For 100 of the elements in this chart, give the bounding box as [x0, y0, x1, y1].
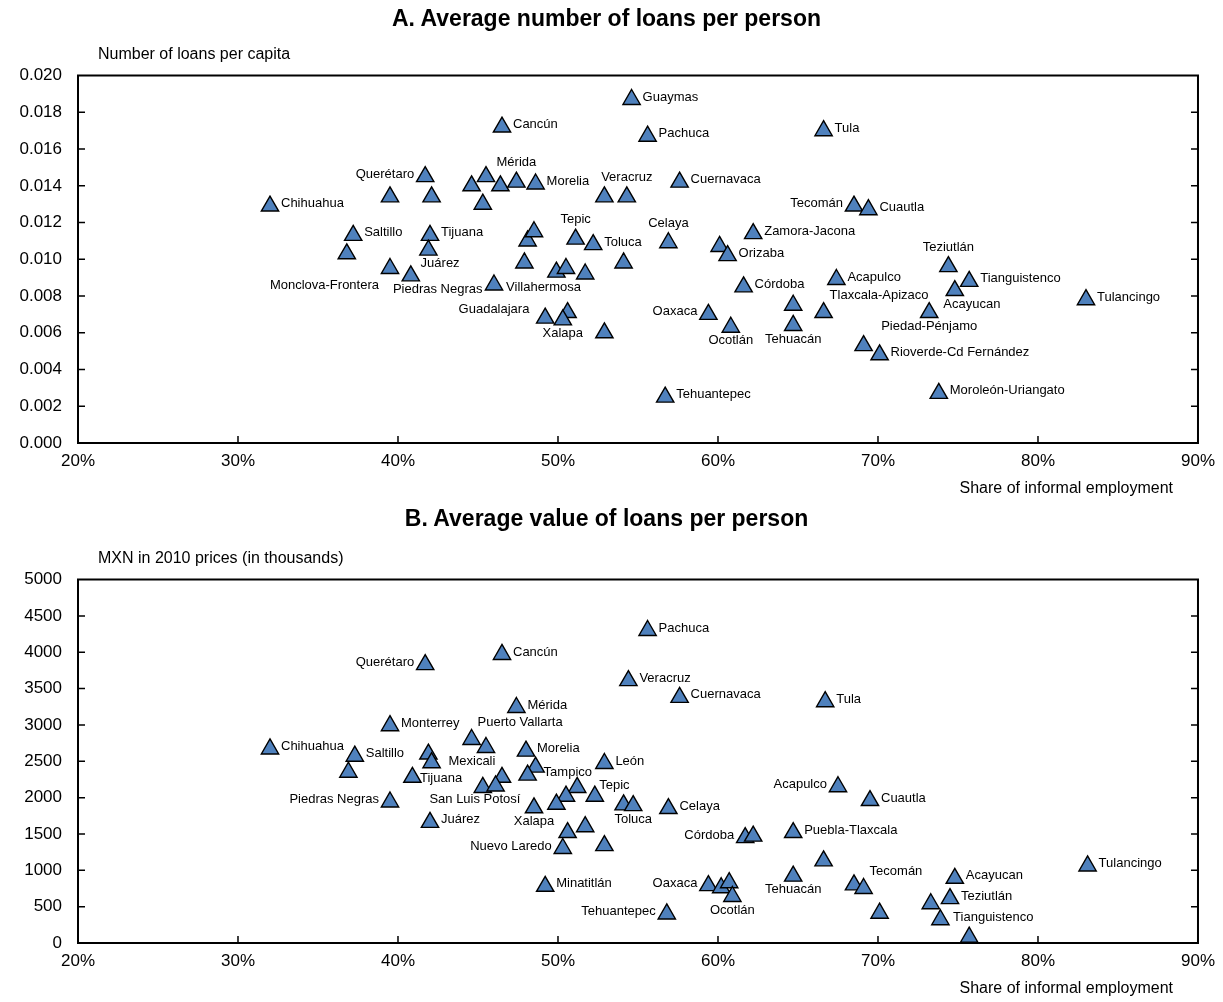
x-tick-label: 20%	[60, 950, 96, 970]
annotation: Tecomán	[869, 862, 923, 878]
x-tick-label: 40%	[380, 450, 416, 470]
annotation: Celaya	[648, 214, 690, 230]
point	[420, 811, 440, 829]
y-tick-label: 1500	[24, 823, 62, 843]
point	[719, 871, 739, 889]
annotation: Piedad-Pénjamo	[881, 317, 978, 333]
point	[516, 740, 536, 757]
point	[526, 173, 545, 190]
annotation: Tehuantepec	[581, 903, 657, 919]
point	[419, 239, 438, 256]
annotation: Tehuacán	[765, 881, 822, 897]
point	[622, 88, 641, 106]
point	[870, 344, 889, 361]
x-tick-label: 80%	[1020, 450, 1056, 470]
point	[343, 224, 363, 242]
y-tick-label: 2500	[24, 750, 62, 770]
x-tick-label: 30%	[220, 950, 256, 970]
point	[814, 120, 833, 137]
annotation: Xalapa	[542, 325, 584, 340]
x-tick-label: 90%	[1180, 450, 1215, 470]
point	[595, 834, 614, 852]
annotation: Juárez	[441, 811, 481, 827]
point	[535, 307, 555, 324]
point	[1078, 855, 1097, 872]
annotation: Ocotlán	[709, 901, 755, 917]
annotation: Tulancingo	[1096, 288, 1161, 304]
point	[734, 276, 753, 293]
point	[566, 228, 585, 245]
annotation: Morelia	[546, 173, 590, 189]
point	[492, 643, 512, 661]
point	[638, 619, 657, 637]
point	[524, 221, 544, 238]
annotation: Tehuantepec	[676, 386, 752, 402]
point	[484, 274, 504, 291]
annotation: Monclova-Frontera	[269, 276, 380, 292]
annotation: Puebla-Tlaxcala	[804, 821, 899, 837]
point	[931, 909, 950, 926]
point	[476, 736, 496, 754]
point	[619, 669, 638, 687]
point	[553, 837, 573, 855]
y-tick-label: 4500	[24, 605, 62, 625]
y-tick-label: 0.002	[19, 395, 62, 415]
annotation: Cuautla	[879, 198, 925, 214]
point	[815, 691, 835, 708]
annotation: Guadalajara	[458, 301, 531, 317]
annotation: Acapulco	[773, 775, 827, 791]
annotation: Moroleón-Uriangato	[949, 382, 1065, 398]
point	[783, 821, 803, 839]
annotation: Saltillo	[365, 745, 405, 761]
annotation: Cuernavaca	[690, 686, 762, 702]
y-tick-label: 0.004	[19, 359, 62, 379]
annotation: Toluca	[614, 810, 653, 826]
y-tick-label: 0.014	[19, 175, 62, 195]
annotation: Tijuana	[419, 770, 463, 786]
annotation: Tula	[836, 690, 862, 706]
point	[655, 386, 675, 403]
y-tick-label: 500	[33, 896, 62, 916]
point	[959, 270, 979, 288]
point	[515, 252, 534, 269]
chart-title: A. Average number of loans per person	[391, 5, 822, 32]
point	[659, 232, 678, 249]
point	[814, 301, 833, 319]
point	[462, 728, 481, 746]
annotation: Monterrey	[401, 714, 461, 730]
annotation: Tepic	[560, 211, 592, 227]
point	[945, 279, 965, 297]
annotation: Xalapa	[513, 812, 555, 828]
y-tick-label: 3500	[24, 678, 62, 698]
y-tick-label: 0.020	[19, 65, 62, 85]
y-axis-title: MXN in 2010 prices (in thousands)	[98, 549, 344, 567]
point	[783, 865, 803, 882]
annotation: Tecomán	[790, 195, 843, 211]
point	[699, 303, 718, 321]
x-tick-label: 30%	[220, 450, 256, 470]
annotation: Córdoba	[754, 275, 806, 291]
point	[339, 761, 358, 778]
x-tick-label: 70%	[860, 950, 896, 970]
point	[844, 195, 864, 212]
annotation: Cuautla	[880, 789, 927, 805]
annotation: Piedras Negras	[289, 791, 380, 807]
annotation: Cuernavaca	[690, 171, 762, 187]
y-tick-label: 0.018	[19, 102, 62, 122]
point	[260, 195, 280, 212]
annotation: Orizaba	[738, 244, 785, 260]
point	[854, 877, 873, 895]
annotation: Nuevo Laredo	[470, 837, 552, 853]
point	[575, 263, 595, 280]
point	[945, 867, 965, 885]
point	[940, 887, 960, 905]
x-tick-label: 80%	[1020, 950, 1056, 970]
point	[939, 255, 958, 273]
x-tick-label: 70%	[860, 450, 896, 470]
annotation: Veracruz	[639, 669, 691, 685]
point	[710, 235, 729, 253]
annotation: Tlaxcala-Apizaco	[829, 286, 929, 302]
annotation: Pachuca	[658, 619, 710, 635]
point	[783, 314, 803, 332]
annotation: Pachuca	[658, 125, 710, 141]
